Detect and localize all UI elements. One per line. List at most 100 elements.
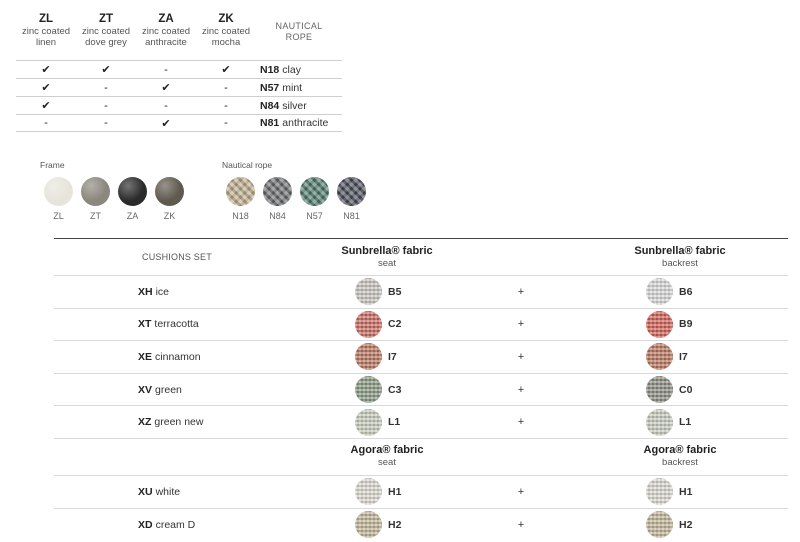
check-icon: ✔	[41, 82, 51, 94]
check-icon: ✔	[161, 82, 171, 94]
cushion-row[interactable]: XE cinnamon I7 + I7	[54, 341, 788, 374]
backrest-fabric: B9	[572, 310, 788, 338]
nautical-rope-header: NAUTICAL ROPE	[275, 21, 323, 42]
compat-row: ✔ - ✔ - N57 mint	[16, 78, 342, 96]
frame-swatch-circle	[118, 177, 147, 206]
plus-icon: +	[517, 485, 525, 498]
agora-backrest-header: Agora® fabric backrest	[643, 444, 717, 469]
cushion-set-name: XH ice	[54, 286, 304, 298]
frame-swatch-circle	[155, 177, 184, 206]
rope-code: N84	[260, 99, 280, 112]
frame-swatch-zk[interactable]: ZK	[151, 177, 188, 221]
backrest-fabric-code: L1	[679, 416, 692, 429]
rope-swatch-label: N84	[269, 211, 286, 221]
plus-icon: +	[517, 383, 525, 396]
compat-row: - - ✔ - N81 anthracite	[16, 114, 342, 132]
cushion-set-name: XU white	[54, 486, 304, 498]
frame-swatch-label: ZL	[53, 211, 64, 221]
fabric-swatch	[355, 511, 382, 539]
rope-swatch-n84[interactable]: N84	[259, 177, 296, 221]
frame-swatches-title: Frame	[40, 160, 65, 170]
backrest-fabric-code: H1	[679, 485, 693, 498]
frame-swatch-za[interactable]: ZA	[114, 177, 151, 221]
rope-name: anthracite	[282, 117, 329, 129]
cushion-row[interactable]: XT terracotta C2 + B9	[54, 309, 788, 342]
rope-code: N18	[260, 63, 280, 76]
cushion-row[interactable]: XZ green new L1 + L1	[54, 406, 788, 439]
fabric-swatch	[646, 408, 673, 436]
seat-fabric-code: I7	[388, 350, 397, 363]
rope-swatch-circle	[337, 177, 366, 206]
cushion-color-name: cream D	[155, 518, 196, 531]
not-available-mark: -	[104, 117, 108, 129]
frame-swatches: Frame ZL ZT ZA ZK	[40, 160, 188, 221]
rope-swatch-circle	[263, 177, 292, 206]
fabric-swatch	[355, 376, 382, 404]
plus-icon: +	[517, 350, 525, 363]
finish-header-za: ZA zinc coated anthracite	[141, 13, 191, 48]
cushion-row[interactable]: XU white H1 + H1	[54, 476, 788, 509]
finish-header-zl: ZL zinc coated linen	[21, 13, 71, 48]
frame-swatch-circle	[81, 177, 110, 206]
cushion-color-name: green	[155, 383, 182, 396]
backrest-fabric-code: I7	[679, 350, 688, 363]
fabric-swatch	[355, 478, 382, 506]
cushion-code: XV	[138, 383, 153, 396]
cushion-color-name: ice	[155, 285, 170, 298]
cushion-row[interactable]: XD cream D H2 + H2	[54, 509, 788, 542]
compat-row: ✔ - - - N84 silver	[16, 96, 342, 114]
rope-swatches: Nautical rope N18 N84 N57 N81	[222, 160, 370, 221]
cushion-set-name: XZ green new	[54, 416, 304, 428]
rope-swatch-n81[interactable]: N81	[333, 177, 370, 221]
cushion-set-name: XV green	[54, 384, 304, 396]
rope-variant: N57 mint	[256, 82, 342, 94]
sunbrella-seat-header: Sunbrella® fabric seat	[341, 244, 433, 269]
fabric-swatch	[646, 343, 673, 371]
plus-icon: +	[517, 285, 525, 298]
backrest-fabric-code: H2	[679, 518, 693, 531]
sunbrella-header-row: CUSHIONS SET Sunbrella® fabric seat Sunb…	[54, 239, 788, 276]
rope-swatch-label: N18	[232, 211, 249, 221]
rope-code: N57	[260, 81, 280, 94]
fabric-swatch	[646, 376, 673, 404]
plus-icon: +	[517, 518, 525, 531]
seat-fabric: C3	[304, 376, 470, 404]
cushion-code: XH	[138, 285, 153, 298]
not-available-mark: -	[104, 81, 108, 94]
not-available-mark: -	[164, 99, 168, 112]
cushion-code: XD	[138, 518, 153, 531]
rope-swatch-n57[interactable]: N57	[296, 177, 333, 221]
rope-variant: N84 silver	[256, 100, 342, 112]
rope-name: silver	[282, 99, 307, 112]
agora-header-row: Agora® fabric seat Agora® fabric backres…	[54, 439, 788, 476]
not-available-mark: -	[44, 117, 48, 129]
check-icon: ✔	[101, 64, 111, 76]
rope-swatch-circle	[226, 177, 255, 206]
cushion-color-name: white	[155, 485, 181, 498]
rope-code: N81	[260, 117, 280, 129]
cushion-code: XE	[138, 350, 153, 363]
rope-variant: N81 anthracite	[256, 117, 342, 129]
cushion-row[interactable]: XH ice B5 + B6	[54, 276, 788, 309]
seat-fabric-code: H1	[388, 485, 402, 498]
cushion-set-name: XT terracotta	[54, 318, 304, 330]
seat-fabric-code: C2	[388, 318, 402, 331]
rope-name: clay	[282, 63, 301, 76]
rope-swatch-n18[interactable]: N18	[222, 177, 259, 221]
fabric-swatch	[646, 478, 673, 506]
finish-header-zk: ZK zinc coated mocha	[201, 13, 251, 48]
rope-swatch-circle	[300, 177, 329, 206]
fabric-swatch	[355, 310, 382, 338]
compatibility-header: ZL zinc coated linen ZT zinc coated dove…	[16, 12, 342, 60]
seat-fabric-code: C3	[388, 383, 402, 396]
cushion-code: XT	[138, 318, 152, 331]
check-icon: ✔	[221, 64, 231, 76]
frame-swatch-zt[interactable]: ZT	[77, 177, 114, 221]
frame-swatch-label: ZA	[126, 211, 139, 221]
rope-swatch-label: N81	[343, 211, 360, 221]
fabric-swatch	[646, 511, 673, 539]
frame-swatch-zl[interactable]: ZL	[40, 177, 77, 221]
cushion-row[interactable]: XV green C3 + C0	[54, 374, 788, 407]
backrest-fabric: H2	[572, 511, 788, 539]
compat-row: ✔ ✔ - ✔ N18 clay	[16, 60, 342, 78]
